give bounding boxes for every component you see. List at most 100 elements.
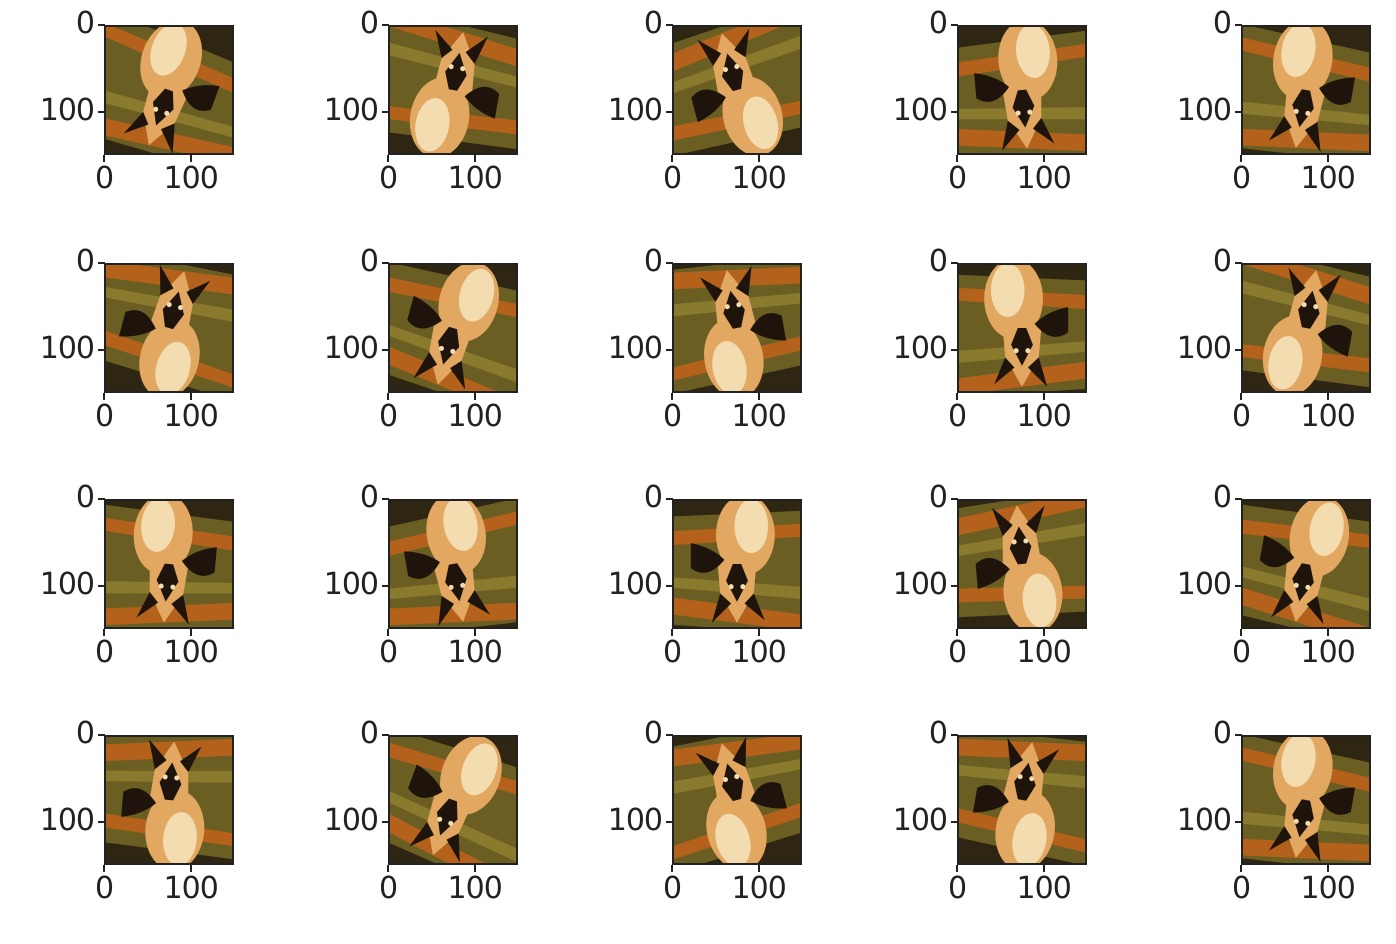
- dog-eye: [166, 302, 172, 308]
- dog-chest: [150, 27, 187, 76]
- dog-muzzle-mask: [438, 326, 460, 365]
- dog-ear: [1268, 826, 1292, 851]
- x-tick-label: 100: [1016, 161, 1072, 196]
- rug-edge: [959, 27, 1085, 53]
- y-tick-mark: [382, 734, 389, 736]
- dog-eye: [164, 110, 170, 116]
- dog-chest: [443, 501, 478, 551]
- x-tick-label: 0: [1231, 161, 1251, 196]
- dog-chest: [1012, 813, 1047, 863]
- y-tick-label: 100: [1176, 802, 1232, 838]
- dog-image: [674, 737, 800, 863]
- dog-muzzle-mask: [152, 88, 174, 126]
- x-tick-label: 100: [731, 871, 787, 906]
- y-tick-label: 100: [607, 92, 663, 128]
- x-tick-mark: [189, 865, 192, 872]
- subplot: 0 100 0 100: [0, 238, 260, 438]
- x-tick-mark: [1240, 629, 1242, 636]
- dog-chest: [742, 96, 779, 150]
- y-tick-label: 0: [928, 716, 948, 751]
- dog-image: [390, 737, 516, 863]
- y-tick-mark: [951, 498, 958, 500]
- image-axes: [1241, 735, 1371, 865]
- dog-ear: [1026, 505, 1045, 534]
- dog-image: [1243, 737, 1369, 863]
- dog-ear: [1002, 120, 1020, 151]
- dog-saddle: [1319, 787, 1356, 815]
- subplot: 0 100 0 100: [0, 0, 260, 200]
- dog-muzzle-mask: [436, 798, 458, 836]
- x-tick-label: 0: [378, 871, 398, 906]
- x-tick-mark: [956, 865, 958, 872]
- y-tick-label: 100: [1176, 566, 1232, 602]
- dog-ear: [699, 277, 723, 302]
- dog-chest: [163, 812, 197, 863]
- dog-eye: [736, 302, 742, 308]
- dog-ear: [438, 595, 455, 627]
- x-tick-mark: [387, 393, 389, 400]
- augmented-dog-photo: [1243, 265, 1369, 391]
- y-tick-label: 100: [892, 566, 948, 602]
- y-tick-mark: [951, 734, 958, 736]
- x-tick-label: 100: [1300, 399, 1356, 434]
- x-tick-mark: [671, 155, 673, 162]
- dog-eye: [448, 64, 454, 70]
- dog-ear: [1288, 267, 1306, 297]
- image-axes: [388, 25, 518, 155]
- x-tick-mark: [671, 629, 673, 636]
- dog-muzzle-mask: [1014, 762, 1036, 801]
- x-tick-mark: [1042, 393, 1045, 400]
- y-tick-label: 0: [75, 716, 95, 751]
- subplot: 0 100 0 100: [0, 710, 260, 910]
- subplot: 0 100 0 100: [853, 710, 1113, 910]
- dog-image: [1243, 265, 1369, 391]
- dog-chest: [415, 98, 450, 152]
- dog-muzzle-mask: [1292, 563, 1314, 602]
- dog-chest: [141, 501, 175, 552]
- dog-ear: [697, 39, 722, 66]
- y-tick-label: 0: [75, 480, 95, 515]
- subplot: 0 100 0 100: [568, 474, 828, 674]
- y-tick-mark: [1235, 584, 1242, 587]
- image-axes: [672, 735, 802, 865]
- rug-edge: [390, 126, 516, 153]
- dog-image: [106, 737, 232, 863]
- y-tick-label: 0: [1212, 6, 1232, 41]
- dog-eye: [448, 584, 454, 590]
- y-tick-mark: [951, 262, 958, 264]
- subplot: 0 100 0 100: [1137, 238, 1396, 438]
- x-tick-label: 100: [1300, 161, 1356, 196]
- x-tick-mark: [1042, 155, 1045, 162]
- rug-edge: [959, 828, 1085, 863]
- augmented-dog-photo: [390, 737, 516, 863]
- x-tick-mark: [1326, 629, 1329, 636]
- image-axes: [672, 499, 802, 629]
- dog-saddle: [975, 558, 1010, 589]
- x-tick-label: 0: [94, 635, 114, 670]
- y-tick-mark: [98, 24, 105, 26]
- y-tick-mark: [382, 498, 389, 500]
- dog-muzzle-mask: [1298, 290, 1320, 329]
- augmented-dog-photo: [959, 27, 1085, 153]
- image-axes: [104, 735, 234, 865]
- dog-muzzle-mask: [726, 564, 748, 602]
- x-tick-mark: [671, 393, 673, 400]
- dog-chest: [1016, 27, 1050, 78]
- y-tick-mark: [1235, 262, 1242, 264]
- dog-saddle: [118, 310, 156, 337]
- subplot: 0 100 0 100: [568, 238, 828, 438]
- dog-ear: [1268, 116, 1292, 141]
- y-tick-label: 0: [928, 6, 948, 41]
- y-tick-mark: [382, 110, 389, 113]
- subplot: 0 100 0 100: [1137, 710, 1396, 910]
- dog-image: [106, 27, 232, 153]
- y-tick-label: 100: [323, 566, 379, 602]
- y-tick-label: 100: [39, 566, 95, 602]
- x-tick-label: 100: [1016, 871, 1072, 906]
- y-tick-label: 100: [1176, 330, 1232, 366]
- x-tick-label: 0: [378, 399, 398, 434]
- y-tick-mark: [382, 24, 389, 26]
- dog-muzzle-mask: [1292, 799, 1314, 838]
- dog-ear: [695, 752, 720, 776]
- dog-image: [959, 265, 1085, 391]
